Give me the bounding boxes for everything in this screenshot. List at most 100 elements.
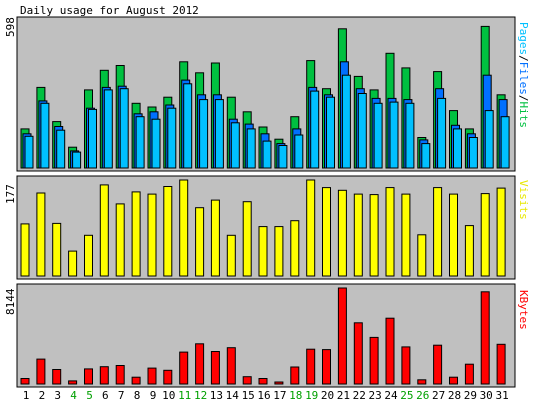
- pages-bar: [119, 88, 129, 169]
- hits-legend: Pages/Files/Hits: [517, 22, 530, 128]
- visits-bar: [115, 203, 125, 277]
- kbytes-bar: [242, 376, 252, 385]
- visits-bar: [52, 222, 62, 277]
- kbytes-bar: [417, 379, 427, 385]
- visits-bar: [258, 226, 268, 277]
- hits-files-pages-bars: [20, 25, 510, 169]
- kbytes-bar: [496, 343, 506, 385]
- visits-bar: [337, 189, 347, 277]
- visits-bar: [417, 234, 427, 277]
- visits-bar: [369, 194, 379, 277]
- visits-bar: [290, 220, 300, 277]
- legend-pages: Pages: [517, 22, 530, 55]
- kbytes-bar: [258, 378, 268, 385]
- kbytes-bar: [353, 322, 363, 385]
- visits-bar: [496, 187, 506, 277]
- pages-bar: [88, 108, 97, 169]
- pages-bar: [72, 151, 82, 169]
- kbytes-bar: [179, 351, 189, 385]
- day-label: 20: [321, 389, 334, 402]
- legend-sep-2: /: [517, 95, 530, 102]
- day-label: 7: [118, 389, 125, 402]
- pages-bar: [278, 145, 288, 169]
- pages-bar: [199, 99, 209, 169]
- pages-bar: [373, 102, 383, 169]
- visits-bar: [322, 187, 331, 277]
- kbytes-bar: [210, 351, 220, 385]
- visits-bar: [210, 199, 220, 277]
- kbytes-bar: [99, 366, 109, 385]
- kbytes-bar: [131, 376, 141, 385]
- legend-hits: Hits: [517, 102, 530, 129]
- day-label: 16: [257, 389, 270, 402]
- visits-bar: [68, 250, 78, 277]
- hits-ymax-label: 598: [4, 17, 17, 37]
- pages-bar: [468, 137, 478, 169]
- day-label: 26: [416, 389, 429, 402]
- day-label: 28: [448, 389, 461, 402]
- pages-bar: [341, 74, 351, 169]
- visits-bar: [163, 186, 173, 277]
- day-label: 19: [305, 389, 318, 402]
- pages-bar: [310, 90, 320, 169]
- day-label: 13: [210, 389, 223, 402]
- visits-bar: [401, 193, 411, 277]
- day-label: 17: [273, 389, 286, 402]
- day-label: 23: [368, 389, 381, 402]
- kbytes-bar: [369, 336, 379, 385]
- kbytes-bar: [306, 348, 316, 385]
- visits-bars: [20, 179, 506, 277]
- kbytes-bar: [226, 347, 236, 385]
- pages-bar: [500, 116, 510, 169]
- day-label: 27: [432, 389, 445, 402]
- day-label: 12: [194, 389, 207, 402]
- kbytes-bar: [84, 368, 93, 385]
- visits-bar: [306, 179, 316, 277]
- day-label: 29: [464, 389, 477, 402]
- day-label: 9: [150, 389, 157, 402]
- day-label: 24: [384, 389, 398, 402]
- pages-bar: [357, 93, 367, 169]
- day-label: 25: [400, 389, 413, 402]
- pages-bar: [151, 118, 161, 169]
- visits-bar: [195, 207, 205, 277]
- day-label: 6: [102, 389, 109, 402]
- pages-bar: [183, 83, 193, 169]
- kbytes-bar: [290, 366, 300, 385]
- visits-bar: [449, 193, 458, 277]
- pages-bar: [484, 110, 494, 169]
- day-label: 11: [178, 389, 191, 402]
- kbytes-bar: [195, 343, 205, 385]
- visits-bar: [147, 193, 157, 277]
- legend-sep-1: /: [517, 55, 530, 62]
- kbytes-bar: [322, 349, 331, 385]
- kbytes-bar: [68, 380, 78, 385]
- kbytes-bar: [52, 369, 62, 385]
- pages-bar: [389, 101, 399, 169]
- day-label: 5: [86, 389, 93, 402]
- visits-bar: [20, 223, 30, 277]
- visits-bar: [99, 184, 109, 277]
- day-label: 14: [226, 389, 240, 402]
- pages-bar: [437, 97, 447, 169]
- day-label: 31: [495, 389, 508, 402]
- kbytes-bar: [20, 378, 30, 385]
- kbytes-bar: [163, 369, 173, 385]
- visits-bar: [385, 187, 395, 277]
- visits-bar: [433, 187, 443, 277]
- kbytes-bar: [36, 358, 46, 385]
- pages-bar: [294, 134, 304, 169]
- kbytes-legend: KBytes: [517, 290, 530, 330]
- visits-bar: [480, 193, 490, 277]
- pages-bar: [453, 128, 462, 169]
- day-label: 2: [39, 389, 46, 402]
- visits-legend: Visits: [517, 180, 530, 220]
- kbytes-bar: [115, 365, 125, 385]
- kbytes-bar: [433, 344, 443, 385]
- kbytes-bar: [464, 363, 474, 385]
- visits-bar: [353, 193, 363, 277]
- kbytes-ymax-label: 8144: [4, 288, 17, 315]
- pages-bar: [421, 143, 431, 169]
- pages-bar: [135, 116, 145, 169]
